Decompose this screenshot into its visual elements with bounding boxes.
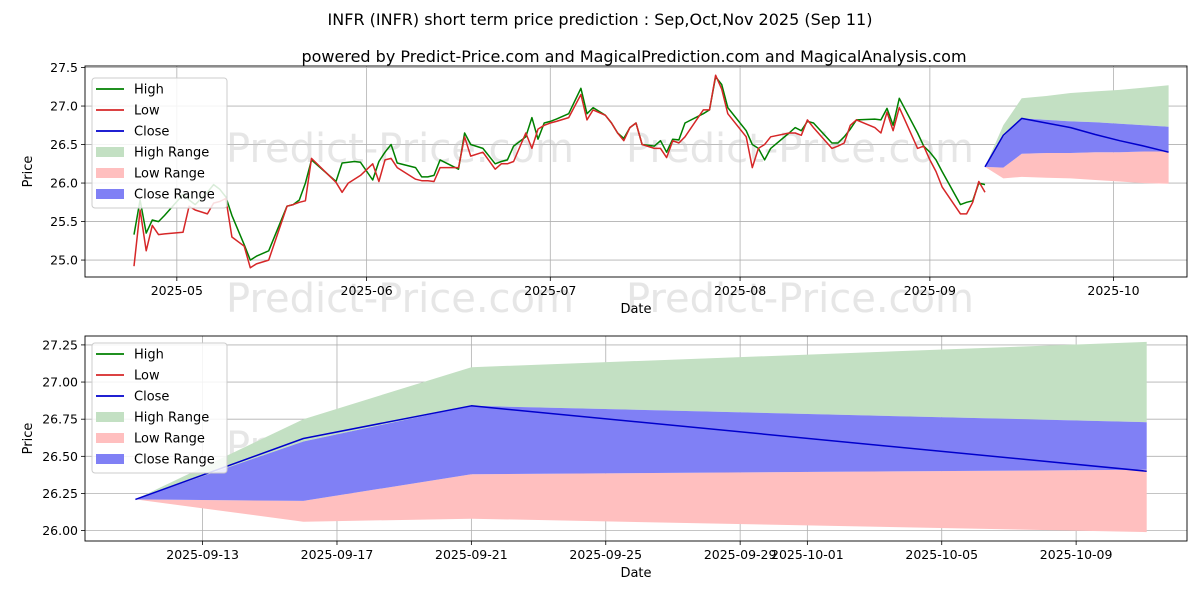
top-legend: High Low Close High Range Low Range Close Ran… (91, 77, 228, 209)
bottom-x-tick-label: 2025-10-09 (1040, 547, 1113, 562)
bottom-legend-label: Close (134, 390, 169, 405)
top-legend-swatch-patch (96, 189, 124, 199)
top-close-range-band (985, 118, 1169, 168)
watermark-text: Predict-Price.com (226, 126, 574, 172)
top-y-tick-label: 26.5 (50, 137, 78, 152)
bottom-x-tick-label: 2025-10-05 (905, 547, 978, 562)
top-panel: Predict-Price.com Predict-Price.com Pred… (21, 60, 1188, 322)
bottom-legend-swatch-patch (96, 454, 124, 464)
top-y-axis-label: Price (21, 156, 36, 188)
top-low-range-band (985, 151, 1169, 184)
bottom-x-tick-label: 2025-09-29 (704, 547, 777, 562)
bottom-x-tick-label: 2025-09-25 (569, 547, 642, 562)
bottom-y-tick-label: 27.25 (42, 337, 78, 352)
top-legend-label: Low Range (134, 167, 205, 182)
top-legend-box (91, 77, 228, 209)
top-legend-swatch-patch (96, 147, 124, 157)
bottom-x-tick-label: 2025-09-13 (166, 547, 239, 562)
top-legend-label: Close Range (134, 188, 215, 203)
watermark-text: Predict-Price.com (626, 276, 974, 322)
bottom-legend-swatch-patch (96, 433, 124, 443)
top-y-tick-label: 27.0 (50, 99, 78, 114)
top-legend-swatch-patch (96, 168, 124, 178)
top-x-tick-label: 2025-09 (904, 283, 956, 298)
top-close-line (984, 117, 1169, 168)
top-legend-label: Low (134, 104, 160, 119)
bottom-axes-frame (84, 335, 1188, 542)
bottom-y-tick-label: 27.00 (42, 375, 78, 390)
bottom-x-axis-label: Date (620, 566, 651, 581)
bottom-legend-label: Close Range (134, 453, 215, 468)
bottom-high-range-band (135, 341, 1147, 500)
watermark-text: Predict-Price.com (626, 126, 974, 172)
bottom-data-layer (135, 341, 1147, 533)
top-y-tick-label: 26.0 (50, 176, 78, 191)
bottom-legend-box (91, 342, 228, 474)
top-high-line (133, 76, 986, 261)
bottom-low-range-band (135, 469, 1147, 533)
bottom-close-range-band (135, 405, 1147, 501)
top-low-line (133, 74, 986, 269)
top-x-tick-label: 2025-10 (1087, 283, 1139, 298)
top-x-tick-label: 2025-08 (714, 283, 766, 298)
bottom-legend-label: High (134, 348, 164, 363)
top-y-tick-label: 25.0 (50, 253, 78, 268)
bottom-x-tick-label: 2025-09-21 (435, 547, 508, 562)
chart-subtitle: powered by Predict-Price.com and Magical… (301, 47, 966, 66)
bottom-y-tick-label: 26.00 (42, 523, 78, 538)
top-y-tick-label: 27.5 (50, 60, 78, 75)
watermark-text: Predict-Price.com (226, 276, 574, 322)
top-x-tick-label: 2025-07 (524, 283, 576, 298)
top-legend-label: High Range (134, 146, 209, 161)
bottom-y-tick-label: 26.75 (42, 412, 78, 427)
bottom-legend-swatch-patch (96, 412, 124, 422)
top-legend-label: Close (134, 125, 169, 140)
top-axes-frame (84, 65, 1188, 278)
top-data-layer (133, 74, 1169, 269)
bottom-y-tick-label: 26.25 (42, 486, 78, 501)
bottom-x-tick-label: 2025-10-01 (771, 547, 844, 562)
top-x-tick-label: 2025-06 (341, 283, 393, 298)
bottom-legend-label: Low Range (134, 432, 205, 447)
bottom-legend: High Low Close High Range Low Range Close Ran… (91, 342, 228, 474)
top-legend-label: High (134, 83, 164, 98)
bottom-legend-label: Low (134, 369, 160, 384)
watermark-group-top: Predict-Price.com Predict-Price.com Pred… (226, 126, 974, 322)
top-high-range-band (985, 85, 1169, 167)
top-x-axis-label: Date (620, 302, 651, 317)
bottom-legend-label: High Range (134, 411, 209, 426)
top-y-tick-label: 25.5 (50, 214, 78, 229)
chart-title: INFR (INFR) short term price prediction … (328, 10, 873, 29)
bottom-x-tick-label: 2025-09-17 (301, 547, 374, 562)
bottom-y-axis-label: Price (21, 423, 36, 455)
top-x-tick-label: 2025-05 (151, 283, 203, 298)
bottom-y-tick-label: 26.50 (42, 449, 78, 464)
bottom-panel: Predict-Price.com Predict-Price.com 2025… (21, 335, 1188, 581)
